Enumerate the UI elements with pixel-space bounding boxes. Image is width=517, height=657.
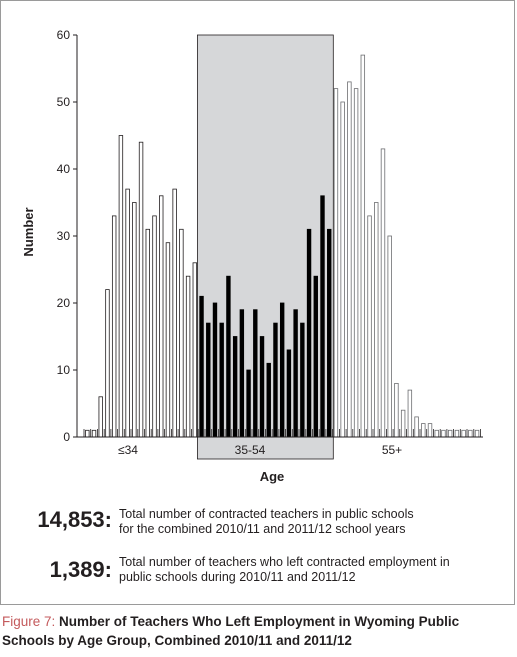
figure-label: Figure 7: xyxy=(2,614,56,629)
bar-age-24 xyxy=(125,188,130,438)
stat-total-teachers: 14,853: Total number of contracted teach… xyxy=(30,507,414,537)
bar-age-70 xyxy=(434,429,439,438)
group-label-55-plus: 55+ xyxy=(382,443,402,457)
bar-age-37 xyxy=(212,302,218,438)
bar-age-35 xyxy=(199,295,204,438)
y-tick-label: 50 xyxy=(57,95,71,109)
bar-age-72 xyxy=(447,429,453,438)
bar-age-32 xyxy=(179,228,184,438)
bar-age-18 xyxy=(85,429,90,438)
bar-age-65 xyxy=(400,409,406,438)
bar-age-71 xyxy=(441,429,446,438)
bar-age-48 xyxy=(286,349,292,438)
bar-age-29 xyxy=(159,195,164,438)
bar-age-41 xyxy=(239,309,245,438)
bar-age-73 xyxy=(454,429,460,438)
bar-age-68 xyxy=(421,423,426,438)
x-axis-title: Age xyxy=(260,469,285,484)
bar-age-59 xyxy=(360,54,366,438)
y-axis-title: Number xyxy=(21,207,36,256)
y-tick-label: 30 xyxy=(57,229,71,243)
stat-description-line: Total number of teachers who left contra… xyxy=(119,555,450,569)
bar-age-38 xyxy=(219,322,224,438)
y-tick-label: 20 xyxy=(57,296,71,310)
bar-age-21 xyxy=(105,289,110,438)
bar-age-36 xyxy=(206,322,211,438)
bar-age-31 xyxy=(172,188,177,438)
bar-age-62 xyxy=(380,148,386,438)
bar-age-28 xyxy=(152,215,157,438)
bar-age-50 xyxy=(300,322,305,438)
bar-age-33 xyxy=(185,275,191,438)
stat-description-line: Total number of contracted teachers in p… xyxy=(119,507,414,521)
stat-number: 1,389: xyxy=(49,557,112,582)
group-label-35-54: 35-54 xyxy=(235,443,266,457)
bar-age-66 xyxy=(407,389,413,438)
bar-age-27 xyxy=(145,228,150,438)
bar-age-51 xyxy=(306,228,312,438)
bar-age-22 xyxy=(111,215,117,438)
highlight-band-35-54 xyxy=(196,34,334,460)
figure-frame xyxy=(0,0,515,605)
figure-caption: Figure 7: Number of Teachers Who Left Em… xyxy=(2,612,514,650)
bar-age-76 xyxy=(474,429,480,438)
bar-age-69 xyxy=(427,423,433,438)
y-tick-label: 10 xyxy=(57,363,71,377)
y-tick-label: 60 xyxy=(57,28,71,42)
group-label-under-34: ≤34 xyxy=(118,443,138,457)
stat-number: 14,853: xyxy=(37,507,112,532)
bar-age-60 xyxy=(367,215,372,438)
bar-age-26 xyxy=(138,141,144,438)
bar-age-19 xyxy=(91,429,97,438)
bar-age-25 xyxy=(132,202,137,438)
bar-age-30 xyxy=(165,242,171,438)
bar-age-58 xyxy=(353,88,359,438)
bar-age-46 xyxy=(273,322,278,438)
y-tick-label: 40 xyxy=(57,162,71,176)
bar-age-43 xyxy=(253,309,258,438)
bar-age-63 xyxy=(387,235,392,438)
figure-caption-text: Number of Teachers Who Left Employment i… xyxy=(2,614,460,648)
bar-age-42 xyxy=(246,369,251,438)
bar-age-44 xyxy=(259,336,265,438)
bar-age-56 xyxy=(340,101,345,438)
bar-age-61 xyxy=(374,202,379,438)
stat-teachers-left: 1,389: Total number of teachers who left… xyxy=(30,555,450,585)
bar-age-67 xyxy=(414,416,419,438)
y-tick-label: 0 xyxy=(63,430,70,444)
bar-age-39 xyxy=(226,275,231,438)
bar-age-49 xyxy=(293,309,298,438)
stat-description: Total number of contracted teachers in p… xyxy=(119,507,414,537)
bar-age-52 xyxy=(313,275,318,438)
bar-age-64 xyxy=(394,382,399,438)
bar-age-75 xyxy=(468,429,473,438)
bar-age-45 xyxy=(266,362,271,438)
stat-description: Total number of teachers who left contra… xyxy=(119,555,450,585)
stat-description-line: public schools during 2010/11 and 2011/1… xyxy=(119,570,356,584)
bar-age-74 xyxy=(461,429,466,438)
bar-age-53 xyxy=(320,195,325,438)
bar-age-34 xyxy=(192,262,198,438)
bar-age-57 xyxy=(347,81,352,438)
bar-age-23 xyxy=(118,135,124,438)
bar-age-47 xyxy=(279,302,285,438)
bar-age-20 xyxy=(98,396,103,438)
bar-age-40 xyxy=(232,336,238,438)
age-histogram-chart: 0 10 20 30 40 50 60 ≤34 35-54 55+ Age Number xyxy=(21,28,483,484)
bar-age-54 xyxy=(327,228,332,438)
stat-description-line: for the combined 2010/11 and 2011/12 sch… xyxy=(119,522,406,536)
bar-age-55 xyxy=(333,88,339,438)
